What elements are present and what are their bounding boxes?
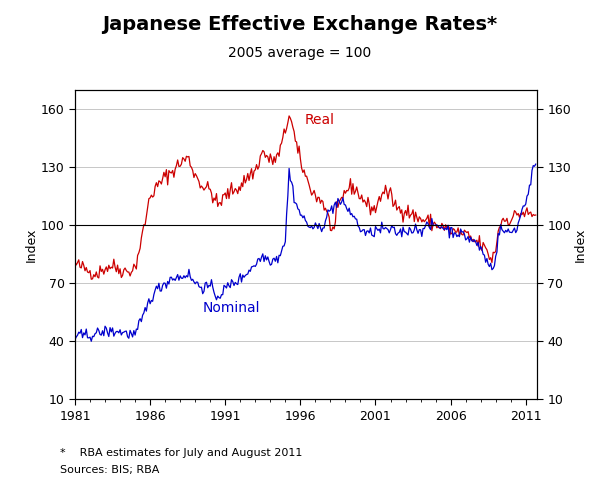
Real	[71, 259, 79, 265]
Text: Sources: BIS; RBA: Sources: BIS; RBA	[60, 465, 160, 475]
Real	[82, 268, 89, 273]
Text: 2005 average = 100: 2005 average = 100	[229, 46, 371, 60]
Y-axis label: Index: Index	[25, 227, 38, 262]
Real	[94, 274, 101, 280]
Text: Japanese Effective Exchange Rates*: Japanese Effective Exchange Rates*	[103, 15, 497, 33]
Nominal	[94, 325, 101, 331]
Nominal	[88, 338, 95, 344]
Real	[468, 238, 475, 243]
Real	[532, 212, 539, 218]
Nominal	[71, 337, 79, 343]
Nominal	[308, 223, 315, 229]
Nominal	[227, 285, 234, 290]
Y-axis label: Index: Index	[574, 227, 587, 262]
Real	[227, 187, 234, 193]
Nominal	[82, 332, 89, 338]
Text: Real: Real	[305, 113, 335, 127]
Text: Nominal: Nominal	[203, 301, 260, 315]
Real	[309, 190, 316, 196]
Real	[273, 152, 280, 158]
Line: Nominal: Nominal	[75, 164, 536, 341]
Real	[286, 113, 293, 119]
Nominal	[273, 254, 280, 259]
Nominal	[532, 161, 539, 167]
Text: *    RBA estimates for July and August 2011: * RBA estimates for July and August 2011	[60, 448, 302, 458]
Real	[88, 276, 95, 282]
Line: Real: Real	[75, 116, 536, 279]
Nominal	[467, 234, 474, 240]
